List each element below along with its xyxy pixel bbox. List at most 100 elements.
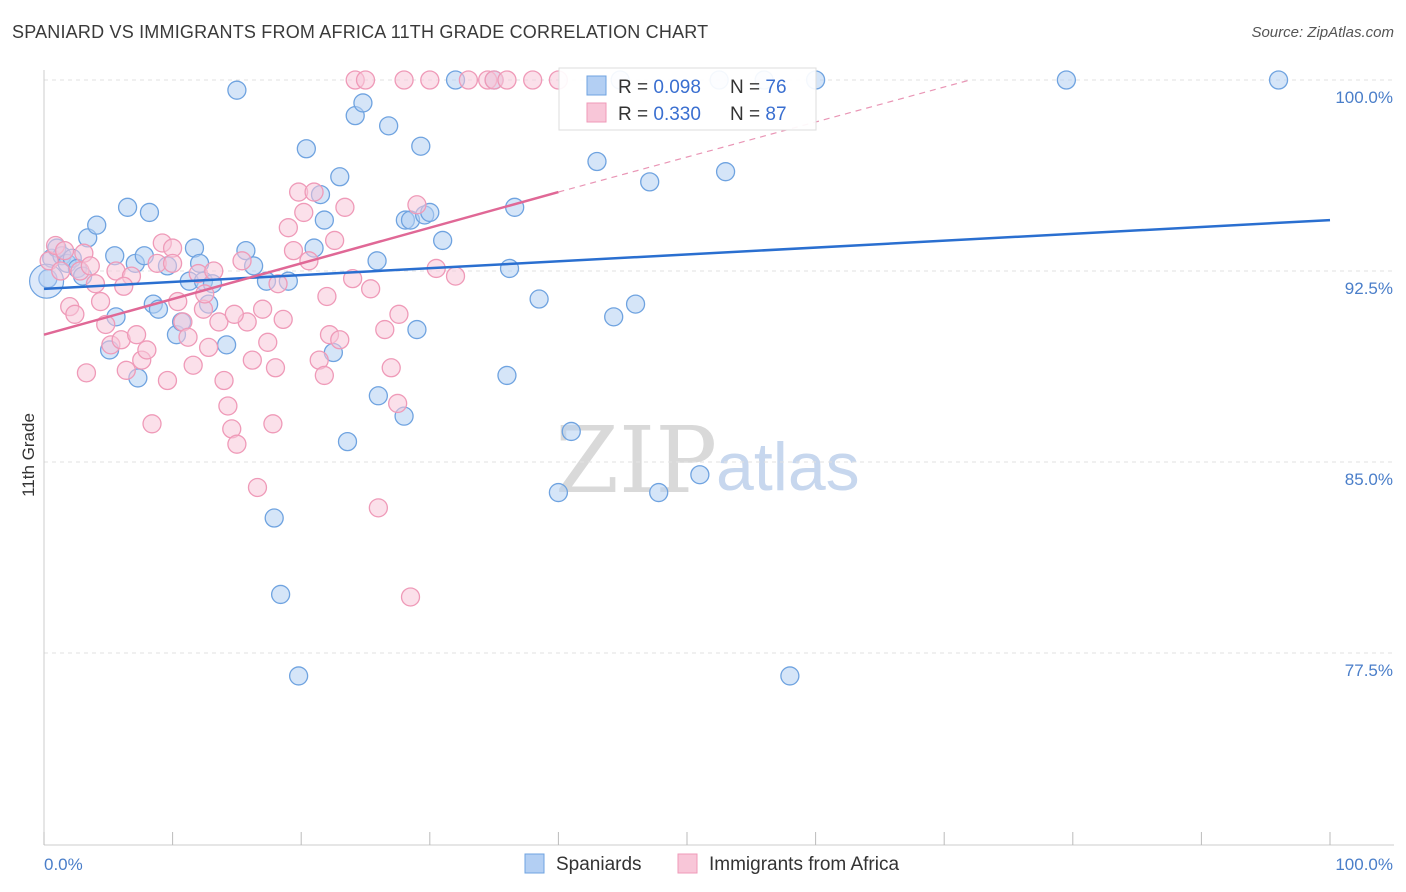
point-spaniards-53 (407, 319, 427, 340)
point-africa-2 (51, 261, 71, 281)
point-africa-84 (389, 304, 409, 324)
point-spaniards-67 (604, 307, 624, 327)
x-axis-ticks (43, 832, 1331, 845)
bottom-legend-label-spaniards: Spaniards (556, 854, 642, 875)
point-africa-62 (368, 498, 389, 518)
point-spaniards-65 (561, 421, 581, 442)
point-africa-56 (324, 230, 345, 251)
y-tick-label-0: 100.0% (1335, 88, 1393, 107)
point-africa-44 (263, 414, 283, 434)
legend-swatch-spaniards (586, 75, 607, 96)
point-spaniards-78 (1056, 70, 1077, 90)
point-spaniards-49 (378, 116, 399, 136)
point-spaniards-61 (499, 258, 520, 279)
point-africa-9 (85, 274, 106, 294)
point-africa-66 (394, 70, 414, 90)
point-africa-28 (183, 355, 203, 375)
x-tick-label-min: 0.0% (44, 855, 83, 874)
point-spaniards-29 (216, 335, 237, 355)
point-spaniards-46 (353, 93, 373, 113)
point-spaniards-60 (497, 365, 517, 386)
point-spaniards-44 (337, 431, 358, 452)
trend-lines (43, 79, 1331, 336)
point-africa-52 (304, 182, 324, 202)
point-africa-58 (335, 197, 355, 217)
point-africa-63 (375, 319, 395, 340)
point-africa-23 (157, 370, 178, 391)
point-africa-31 (198, 337, 219, 358)
point-africa-69 (420, 70, 440, 90)
legend-r-label-0: R = (618, 77, 653, 98)
point-spaniards-66 (587, 151, 607, 172)
legend-r-label-1: R = (618, 104, 653, 125)
point-africa-68 (407, 195, 427, 215)
svg-text:N = 87: N = 87 (730, 104, 787, 125)
point-spaniards-74 (715, 162, 736, 182)
point-africa-83 (76, 363, 97, 383)
watermark-zip: ZIP (555, 407, 717, 514)
point-africa-20 (142, 414, 162, 434)
point-africa-3 (54, 240, 75, 261)
y-axis-title: 11th Grade (19, 413, 38, 497)
svg-text:N = 76: N = 76 (730, 77, 787, 98)
point-africa-5 (65, 304, 85, 324)
legend-r-value-0: 0.098 (653, 77, 701, 98)
point-africa-41 (247, 477, 268, 498)
point-spaniards-48 (368, 386, 389, 406)
series-africa-points (39, 70, 569, 607)
point-africa-50 (294, 202, 314, 223)
legend-n-value-0: 76 (765, 77, 786, 98)
point-spaniards-54 (411, 136, 431, 156)
y-tick-labels: 100.0% 92.5% 85.0% 77.5% (1335, 88, 1393, 680)
chart-title: SPANIARD VS IMMIGRANTS FROM AFRICA 11TH … (12, 22, 709, 42)
point-spaniards-62 (505, 197, 525, 217)
series-legend: Spaniards Immigrants from Africa (524, 853, 899, 875)
point-africa-35 (218, 396, 238, 416)
point-spaniards-38 (296, 139, 316, 159)
y-tick-label-2: 85.0% (1345, 470, 1393, 489)
bottom-legend-swatch-spaniards (524, 853, 545, 874)
point-africa-17 (126, 325, 147, 345)
svg-text:R = 0.330: R = 0.330 (618, 104, 701, 125)
point-africa-37 (227, 434, 247, 454)
point-africa-47 (278, 218, 298, 238)
point-africa-57 (330, 330, 350, 350)
svg-text:R = 0.098: R = 0.098 (618, 77, 701, 98)
point-spaniards-9 (87, 215, 107, 235)
legend-n-label-0: N = (730, 77, 765, 98)
point-africa-40 (242, 350, 262, 370)
point-spaniards-47 (367, 251, 387, 271)
point-spaniards-63 (529, 289, 549, 309)
point-africa-27 (178, 327, 198, 347)
point-spaniards-72 (690, 465, 710, 485)
point-spaniards-35 (270, 584, 291, 605)
point-spaniards-71 (649, 482, 669, 503)
point-africa-64 (381, 358, 401, 378)
point-africa-71 (458, 70, 479, 90)
legend-n-label-1: N = (730, 104, 765, 125)
point-africa-79 (265, 358, 286, 378)
trend-line-spaniards (43, 218, 1331, 291)
legend-n-value-1: 87 (765, 104, 786, 125)
point-africa-15 (116, 360, 136, 380)
point-africa-54 (314, 365, 334, 386)
legend-r-value-1: 0.330 (653, 104, 701, 125)
point-spaniards-34 (264, 508, 284, 528)
point-africa-8 (80, 256, 100, 276)
point-africa-33 (209, 312, 229, 332)
point-africa-48 (283, 240, 304, 261)
point-spaniards-70 (640, 172, 660, 192)
point-africa-61 (355, 70, 376, 90)
y-tick-label-3: 77.5% (1345, 661, 1393, 680)
point-spaniards-64 (548, 482, 569, 503)
x-tick-label-max: 100.0% (1335, 855, 1393, 874)
trend-line-africa (43, 190, 559, 336)
point-spaniards-13 (117, 197, 138, 217)
point-spaniards-41 (314, 210, 334, 230)
watermark: ZIP atlas (555, 407, 860, 514)
point-africa-82 (114, 276, 134, 296)
point-africa-70 (445, 266, 466, 286)
point-africa-32 (204, 261, 224, 281)
y-tick-label-1: 92.5% (1345, 279, 1393, 298)
